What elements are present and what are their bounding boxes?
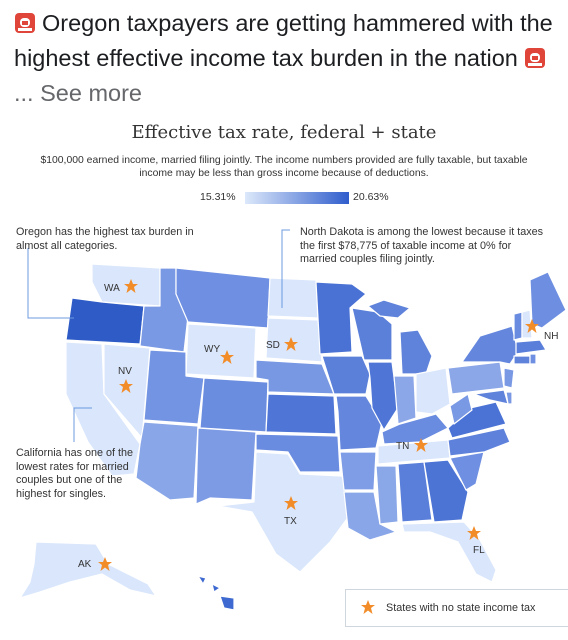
map-title: Effective tax rate, federal + state bbox=[131, 122, 437, 143]
state-al[interactable] bbox=[397, 461, 433, 523]
state-pa[interactable] bbox=[447, 361, 505, 395]
state-ks[interactable] bbox=[265, 393, 337, 435]
star-legend: States with no state income tax bbox=[345, 589, 568, 627]
state-mt[interactable] bbox=[175, 267, 271, 329]
state-mi-up[interactable] bbox=[367, 299, 411, 319]
state-nm[interactable] bbox=[195, 427, 257, 505]
state-co[interactable] bbox=[199, 377, 269, 433]
state-ca[interactable] bbox=[65, 341, 141, 477]
state-ar[interactable] bbox=[339, 451, 377, 491]
tax-map-image: WA NV WY SD TX TN FL AK NH Effective tax… bbox=[0, 112, 568, 640]
state-ri[interactable] bbox=[529, 353, 537, 365]
state-in[interactable] bbox=[393, 375, 417, 425]
state-ms[interactable] bbox=[375, 465, 399, 525]
state-vt[interactable] bbox=[513, 311, 523, 341]
label-nh: NH bbox=[544, 331, 558, 342]
state-oh[interactable] bbox=[415, 367, 451, 415]
label-wa: WA bbox=[104, 283, 120, 294]
post-text: Oregon taxpayers are getting hammered wi… bbox=[14, 6, 554, 111]
star-legend-label: States with no state income tax bbox=[386, 602, 536, 614]
no-tax-star-icon bbox=[119, 379, 133, 393]
state-ia[interactable] bbox=[321, 355, 371, 395]
state-la[interactable] bbox=[343, 491, 397, 541]
california-callout-line bbox=[73, 407, 92, 442]
state-me[interactable] bbox=[529, 271, 567, 329]
state-az[interactable] bbox=[135, 421, 199, 501]
label-sd: SD bbox=[266, 340, 280, 351]
state-ok[interactable] bbox=[255, 433, 341, 473]
state-sd[interactable] bbox=[265, 317, 323, 363]
state-ct[interactable] bbox=[513, 355, 531, 365]
state-ne[interactable] bbox=[255, 359, 335, 395]
oregon-note: Oregon has the highest tax burden in alm… bbox=[16, 226, 194, 252]
label-ak: AK bbox=[78, 559, 92, 570]
legend-min-label: 15.31% bbox=[200, 191, 236, 203]
state-nj[interactable] bbox=[503, 367, 515, 389]
legend-max-label: 20.63% bbox=[353, 191, 389, 203]
state-ga[interactable] bbox=[423, 459, 469, 523]
state-ny[interactable] bbox=[461, 325, 519, 365]
no-tax-star-icon bbox=[525, 319, 539, 333]
label-tn: TN bbox=[396, 441, 409, 452]
oregon-callout-line bbox=[27, 248, 74, 319]
legend-gradient-bar bbox=[245, 192, 349, 204]
state-or[interactable] bbox=[65, 297, 145, 345]
state-nc[interactable] bbox=[447, 427, 511, 457]
no-tax-star-icon bbox=[284, 337, 298, 351]
no-tax-star-icon bbox=[124, 279, 138, 293]
state-wy[interactable] bbox=[185, 323, 257, 379]
no-tax-star-icon bbox=[98, 557, 112, 571]
no-tax-star-icon bbox=[414, 438, 428, 452]
no-tax-star-icon bbox=[220, 350, 234, 364]
state-sc[interactable] bbox=[449, 451, 485, 491]
siren-icon bbox=[14, 9, 36, 33]
map-subtitle: $100,000 earned income, married filing j… bbox=[40, 155, 528, 179]
state-tx[interactable] bbox=[217, 451, 353, 573]
see-more-link[interactable]: ... See more bbox=[14, 80, 142, 106]
state-ma[interactable] bbox=[515, 339, 547, 355]
label-wy: WY bbox=[204, 344, 220, 355]
no-tax-star-icon bbox=[284, 496, 298, 510]
state-nd[interactable] bbox=[267, 277, 319, 319]
us-map: WA NV WY SD TX TN FL AK NH bbox=[19, 229, 567, 611]
state-hi[interactable] bbox=[197, 575, 235, 611]
label-tx: TX bbox=[284, 516, 297, 527]
state-mo[interactable] bbox=[335, 395, 383, 451]
state-il[interactable] bbox=[367, 361, 399, 431]
no-tax-star-icon bbox=[467, 526, 481, 540]
bottom-strip bbox=[0, 632, 568, 640]
north-dakota-callout-line bbox=[281, 229, 290, 308]
california-note: California has one of the lowest rates f… bbox=[16, 447, 134, 500]
state-de[interactable] bbox=[505, 391, 513, 405]
star-icon bbox=[361, 600, 375, 614]
state-ak[interactable] bbox=[19, 541, 157, 599]
state-md[interactable] bbox=[473, 389, 509, 405]
state-wv[interactable] bbox=[449, 393, 473, 425]
label-nv: NV bbox=[118, 366, 132, 377]
label-fl: FL bbox=[473, 545, 485, 556]
state-mi[interactable] bbox=[399, 329, 433, 375]
north-dakota-note: North Dakota is among the lowest because… bbox=[300, 226, 544, 265]
siren-icon bbox=[524, 44, 546, 68]
post-body: Oregon taxpayers are getting hammered wi… bbox=[14, 10, 553, 71]
state-mn[interactable] bbox=[315, 281, 367, 355]
